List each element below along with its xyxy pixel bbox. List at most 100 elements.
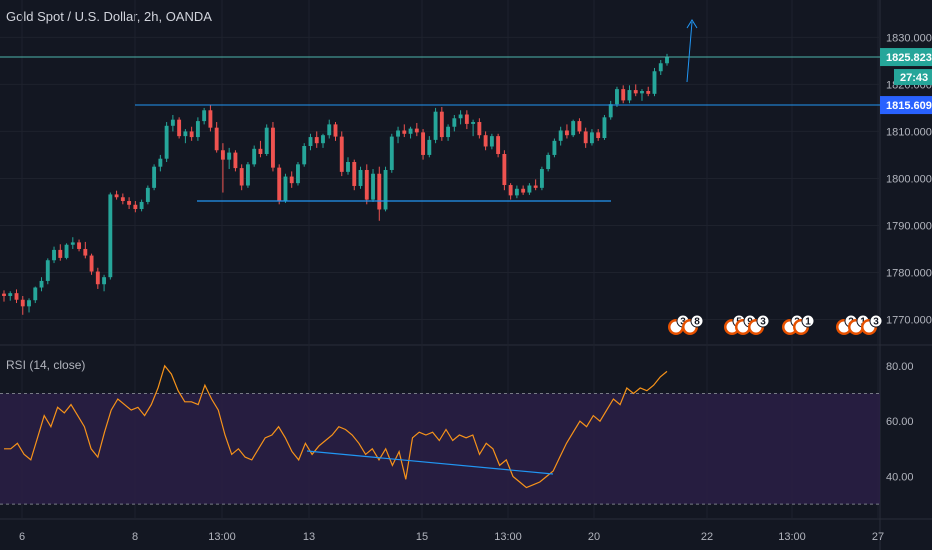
candle bbox=[2, 293, 6, 296]
y-tick-label: 1770.000 bbox=[886, 314, 932, 326]
candle bbox=[327, 124, 332, 136]
candle bbox=[452, 118, 457, 127]
candle bbox=[665, 57, 669, 64]
candle bbox=[14, 293, 19, 300]
candle bbox=[277, 167, 282, 202]
candle bbox=[439, 111, 444, 138]
rsi-tick-label: 80.00 bbox=[886, 361, 914, 373]
candle bbox=[640, 91, 644, 94]
economic-event-icon: 1 bbox=[793, 314, 815, 335]
candle bbox=[371, 173, 375, 200]
x-tick-label: 27 bbox=[872, 531, 884, 543]
candle bbox=[183, 131, 188, 137]
candle bbox=[164, 125, 169, 159]
candle bbox=[514, 188, 519, 196]
candle bbox=[652, 71, 657, 94]
candle bbox=[383, 169, 388, 210]
candle bbox=[333, 124, 338, 137]
candle bbox=[458, 114, 463, 119]
rsi-title: RSI (14, close) bbox=[6, 358, 86, 372]
candle bbox=[527, 185, 532, 193]
y-tick-label: 1800.000 bbox=[886, 173, 932, 185]
candle bbox=[139, 201, 144, 210]
candle bbox=[615, 89, 619, 105]
economic-event-icon: 8 bbox=[682, 314, 704, 335]
candle bbox=[258, 148, 263, 154]
candle bbox=[271, 127, 275, 168]
candle bbox=[608, 104, 613, 118]
candle bbox=[552, 140, 557, 155]
candle bbox=[521, 188, 526, 193]
candle bbox=[377, 173, 382, 210]
x-tick-label: 15 bbox=[416, 531, 428, 543]
candle bbox=[364, 169, 369, 200]
x-tick-label: 13:00 bbox=[494, 531, 522, 543]
x-tick-label: 20 bbox=[588, 531, 600, 543]
projection-arrow bbox=[686, 21, 693, 83]
level-price-tag bbox=[880, 96, 932, 115]
event-count: 3 bbox=[680, 317, 686, 328]
candle bbox=[646, 91, 651, 94]
candle bbox=[152, 166, 157, 188]
candle bbox=[389, 136, 394, 170]
rsi-divergence-line bbox=[306, 450, 554, 475]
candle bbox=[283, 176, 288, 202]
time-axis[interactable]: 6 8 13:00 13 15 13:00 20 22 13:00 27 bbox=[19, 531, 884, 543]
candle bbox=[546, 154, 551, 170]
candle bbox=[233, 152, 238, 169]
candle bbox=[596, 132, 601, 139]
y-tick-label: 1780.000 bbox=[886, 267, 932, 279]
event-count-badge bbox=[869, 314, 883, 328]
candle bbox=[189, 131, 194, 138]
event-count-badge bbox=[690, 314, 704, 328]
candle bbox=[577, 121, 582, 132]
candle bbox=[314, 137, 319, 144]
candle bbox=[477, 122, 482, 136]
event-count: 3 bbox=[760, 317, 766, 328]
candle bbox=[289, 176, 294, 184]
candle bbox=[539, 169, 544, 188]
current-price-tag bbox=[880, 48, 932, 67]
candle bbox=[89, 255, 94, 272]
event-count: 8 bbox=[694, 317, 700, 328]
candle bbox=[108, 194, 113, 278]
candle bbox=[558, 130, 563, 141]
rsi-pane[interactable] bbox=[0, 364, 880, 505]
candle bbox=[227, 152, 232, 160]
candle bbox=[195, 121, 200, 138]
candle bbox=[264, 127, 269, 154]
candle bbox=[446, 126, 451, 138]
candle bbox=[321, 135, 325, 144]
candle bbox=[302, 146, 307, 165]
candle bbox=[45, 260, 50, 281]
candle bbox=[114, 194, 119, 198]
price-pane[interactable]: 3859321213 bbox=[0, 19, 883, 335]
price-axis[interactable]: 1770.000 1780.000 1790.000 1800.000 1810.000… bbox=[880, 32, 932, 484]
candle bbox=[20, 299, 25, 307]
rsi-line bbox=[4, 364, 668, 489]
candle bbox=[102, 277, 107, 285]
candle bbox=[627, 90, 632, 101]
x-tick-label: 6 bbox=[19, 531, 25, 543]
event-count: 3 bbox=[873, 317, 879, 328]
event-count: 1 bbox=[805, 317, 811, 328]
candle bbox=[483, 135, 488, 147]
event-count-badge bbox=[801, 314, 815, 328]
level-price-label: 1815.609 bbox=[886, 100, 932, 112]
countdown-tag bbox=[894, 69, 932, 86]
candle bbox=[590, 132, 594, 144]
candle bbox=[33, 287, 38, 301]
candle bbox=[70, 242, 75, 245]
x-tick-label: 13 bbox=[303, 531, 315, 543]
candle bbox=[52, 249, 56, 261]
candle bbox=[8, 293, 13, 296]
candle bbox=[621, 89, 626, 101]
candle bbox=[352, 161, 357, 186]
candle bbox=[252, 148, 257, 165]
candle bbox=[220, 150, 225, 160]
candle bbox=[27, 300, 31, 307]
rsi-tick-label: 60.00 bbox=[886, 416, 914, 428]
candle bbox=[402, 130, 407, 134]
candle bbox=[39, 280, 44, 288]
